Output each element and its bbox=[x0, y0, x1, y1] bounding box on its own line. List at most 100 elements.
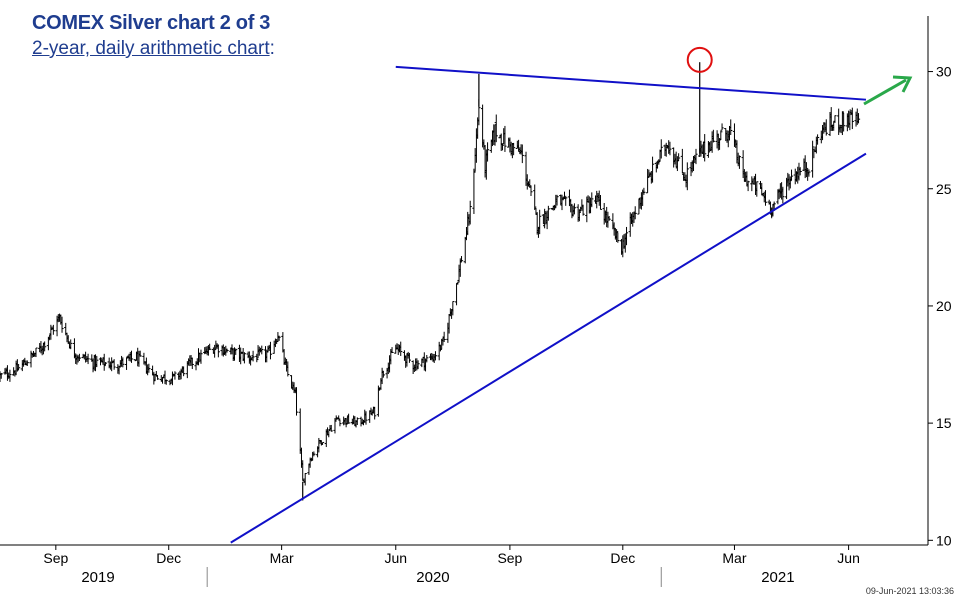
price-bar bbox=[164, 379, 168, 385]
price-bar bbox=[294, 387, 299, 416]
price-bar bbox=[442, 331, 446, 343]
price-bar bbox=[737, 155, 742, 169]
price-bar bbox=[15, 359, 19, 372]
price-bar bbox=[850, 107, 854, 130]
price-bar bbox=[659, 139, 663, 159]
chart-title: COMEX Silver chart 2 of 3 bbox=[32, 12, 271, 34]
x-tick-label: Dec bbox=[610, 550, 635, 566]
price-bar bbox=[746, 180, 750, 192]
price-bar bbox=[572, 203, 577, 215]
price-bar bbox=[811, 140, 815, 178]
axes-layer: 10 15 20 25 30 Sep Dec Mar Jun Sep Dec Mar Jun 2019 20… bbox=[0, 16, 952, 587]
price-bar bbox=[112, 359, 116, 370]
trendlines-layer bbox=[230, 65, 867, 544]
price-bar bbox=[242, 352, 247, 364]
price-bar bbox=[277, 335, 281, 341]
price-bar bbox=[251, 350, 255, 362]
title-block: COMEX Silver chart 2 of 3 2-year, daily … bbox=[32, 10, 275, 62]
price-bar bbox=[138, 350, 142, 357]
support-trendline bbox=[230, 152, 867, 544]
y-tick-label: 25 bbox=[936, 181, 952, 197]
price-bar bbox=[590, 192, 594, 208]
x-tick-label: Sep bbox=[497, 550, 522, 566]
price-bar bbox=[49, 324, 53, 340]
breakout-arrow-head bbox=[892, 75, 913, 93]
price-bar bbox=[182, 366, 186, 377]
price-bar bbox=[642, 187, 646, 195]
price-bar bbox=[303, 473, 307, 486]
price-bar bbox=[624, 226, 629, 246]
price-bar bbox=[129, 350, 134, 363]
price-bar bbox=[381, 371, 385, 378]
price-bar bbox=[824, 119, 828, 136]
price-bar bbox=[95, 355, 99, 368]
x-tick-label: Jun bbox=[837, 550, 860, 566]
price-bar bbox=[390, 347, 394, 353]
price-bar bbox=[742, 169, 746, 182]
price-bar bbox=[533, 184, 537, 210]
price-bar bbox=[708, 141, 712, 153]
price-bar bbox=[685, 162, 689, 191]
price-bar bbox=[607, 216, 611, 221]
price-bar bbox=[614, 229, 619, 242]
price-bar bbox=[781, 186, 785, 204]
price-bar bbox=[577, 209, 581, 222]
year-label: 2020 bbox=[416, 569, 449, 586]
price-bar bbox=[581, 204, 585, 216]
price-bar bbox=[703, 134, 707, 162]
price-bar bbox=[668, 141, 672, 156]
y-tick-label: 15 bbox=[936, 415, 952, 431]
price-bar bbox=[529, 185, 533, 196]
x-tick-label: Sep bbox=[43, 550, 68, 566]
price-bar bbox=[147, 363, 151, 373]
price-bar bbox=[512, 142, 516, 156]
price-bar bbox=[234, 348, 238, 355]
price-bar bbox=[798, 167, 802, 176]
price-bar bbox=[260, 345, 264, 355]
price-bar bbox=[538, 209, 542, 235]
price-bar bbox=[616, 232, 620, 243]
price-bar bbox=[190, 357, 194, 370]
price-bar bbox=[468, 200, 472, 225]
price-bar bbox=[815, 134, 820, 145]
price-bar bbox=[337, 415, 341, 420]
price-bar bbox=[8, 369, 12, 382]
price-bar bbox=[121, 357, 125, 368]
subtitle-text: 2-year, daily arithmetic chart bbox=[32, 38, 270, 59]
price-bar bbox=[0, 372, 3, 379]
y-tick-label: 30 bbox=[936, 64, 952, 80]
price-bars-layer bbox=[0, 62, 861, 501]
x-tick-label: Jun bbox=[384, 550, 407, 566]
price-bar bbox=[154, 370, 158, 376]
y-tick-label: 10 bbox=[936, 532, 952, 548]
price-bar bbox=[719, 130, 723, 141]
price-bar bbox=[34, 347, 38, 358]
price-bar bbox=[320, 441, 325, 445]
price-bar bbox=[760, 182, 764, 196]
price-bar bbox=[564, 195, 568, 206]
price-bar bbox=[364, 411, 368, 425]
price-bar bbox=[43, 341, 47, 352]
price-bar bbox=[301, 460, 305, 481]
price-bar bbox=[472, 168, 476, 214]
price-bar bbox=[17, 363, 21, 370]
price-bar bbox=[520, 144, 524, 164]
price-bar bbox=[694, 148, 698, 165]
price-bar bbox=[173, 371, 177, 380]
price-bar bbox=[327, 429, 331, 438]
price-bar bbox=[69, 339, 73, 350]
breakout-arrow-shaft bbox=[863, 78, 907, 106]
price-bar bbox=[437, 341, 441, 361]
price-bar bbox=[124, 357, 129, 370]
price-bar bbox=[650, 156, 655, 183]
price-bar bbox=[407, 352, 412, 363]
price-bar bbox=[86, 353, 90, 365]
price-bar bbox=[459, 256, 464, 262]
resistance-trendline bbox=[395, 65, 867, 101]
price-bar bbox=[225, 348, 229, 353]
price-bar bbox=[451, 301, 455, 316]
price-bar bbox=[633, 206, 637, 220]
price-bar bbox=[494, 114, 498, 143]
price-bar bbox=[598, 195, 603, 210]
